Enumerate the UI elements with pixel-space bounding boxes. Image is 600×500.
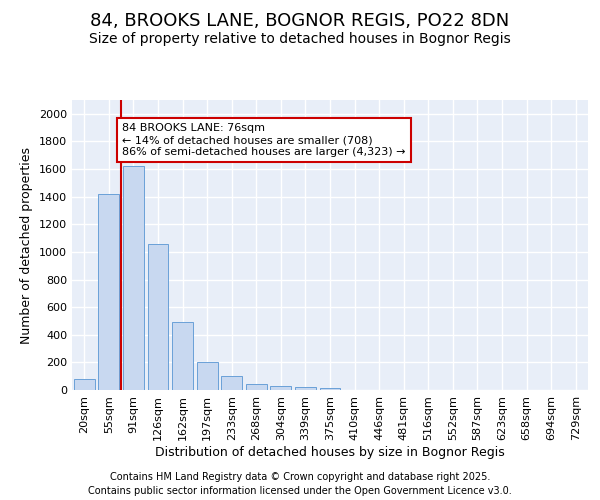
Bar [74, 379, 95, 390]
Text: Size of property relative to detached houses in Bognor Regis: Size of property relative to detached ho… [89, 32, 511, 46]
Y-axis label: Number of detached properties: Number of detached properties [20, 146, 34, 344]
Bar [320, 388, 340, 390]
Bar [197, 362, 218, 390]
Text: 84 BROOKS LANE: 76sqm
← 14% of detached houses are smaller (708)
86% of semi-det: 84 BROOKS LANE: 76sqm ← 14% of detached … [122, 124, 406, 156]
Text: Contains public sector information licensed under the Open Government Licence v3: Contains public sector information licen… [88, 486, 512, 496]
Bar [246, 384, 267, 390]
Bar [172, 322, 193, 390]
X-axis label: Distribution of detached houses by size in Bognor Regis: Distribution of detached houses by size … [155, 446, 505, 458]
Bar [271, 386, 292, 390]
Text: 84, BROOKS LANE, BOGNOR REGIS, PO22 8DN: 84, BROOKS LANE, BOGNOR REGIS, PO22 8DN [91, 12, 509, 30]
Bar [295, 387, 316, 390]
Bar [98, 194, 119, 390]
Bar [148, 244, 169, 390]
Bar [123, 166, 144, 390]
Text: Contains HM Land Registry data © Crown copyright and database right 2025.: Contains HM Land Registry data © Crown c… [110, 472, 490, 482]
Bar [221, 376, 242, 390]
